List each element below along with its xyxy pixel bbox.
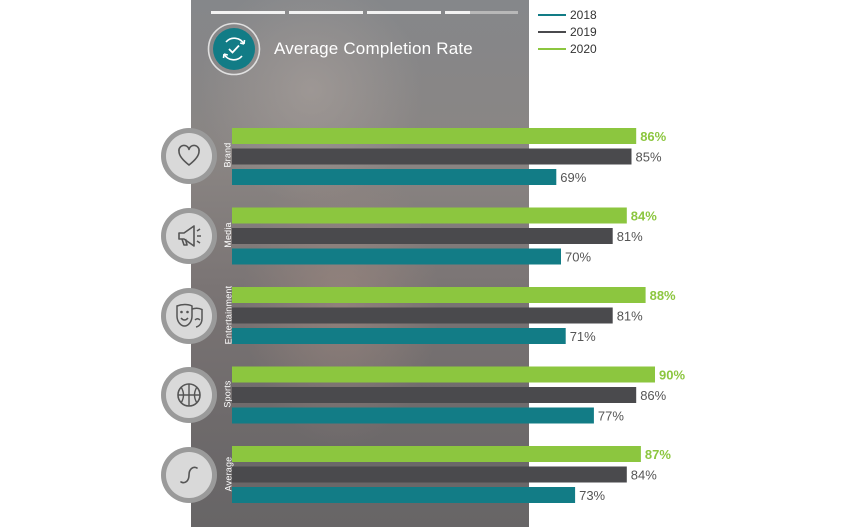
bar-2019-brand (232, 148, 632, 165)
data-label-2018-sports: 77% (598, 409, 624, 424)
legend-swatch-2018 (538, 13, 566, 16)
data-label-2019-entertainment: 81% (617, 309, 643, 324)
data-label-2020-media: 84% (631, 209, 657, 224)
progress-segment (211, 11, 285, 14)
data-label-2020-sports: 90% (659, 368, 685, 383)
legend-item-2019: 2019 (538, 23, 597, 40)
legend: 2018 2019 2020 (538, 6, 597, 57)
bar-2018-media (232, 248, 561, 265)
heart-icon (161, 128, 217, 184)
bar-2020-media (232, 207, 627, 224)
bar-2018-sports (232, 407, 594, 424)
legend-swatch-2019 (538, 30, 566, 33)
refresh-check-icon (207, 22, 261, 76)
data-label-2020-entertainment: 88% (650, 288, 676, 303)
progress-segment (289, 11, 363, 14)
bar-2018-brand (232, 169, 557, 185)
bar-2018-average (232, 487, 576, 503)
bar-2019-media (232, 228, 613, 244)
theater-masks-icon (161, 288, 217, 344)
megaphone-icon (161, 208, 217, 264)
bar-2020-entertainment (232, 287, 646, 303)
data-label-2019-average: 84% (631, 468, 657, 483)
data-label-2018-brand: 69% (560, 170, 586, 185)
progress-segment (445, 11, 470, 14)
data-label-2020-brand: 86% (640, 129, 666, 144)
progress-segment (367, 11, 441, 14)
legend-label-2020: 2020 (570, 41, 597, 56)
basketball-icon (161, 367, 217, 423)
bar-2019-average (232, 466, 627, 483)
data-label-2018-media: 70% (565, 250, 591, 265)
bar-2018-entertainment (232, 328, 566, 344)
legend-item-2020: 2020 (538, 40, 597, 57)
legend-swatch-2020 (538, 47, 566, 50)
data-label-2020-average: 87% (645, 447, 671, 462)
progress-segment-remaining (470, 11, 518, 14)
bar-2020-brand (232, 128, 637, 144)
data-label-2019-sports: 86% (640, 388, 666, 403)
wave-icon (161, 447, 217, 503)
data-label-2019-brand: 85% (636, 150, 662, 165)
bar-2019-entertainment (232, 307, 613, 324)
chart-title: Average Completion Rate (274, 39, 473, 58)
legend-label-2019: 2019 (570, 24, 597, 39)
data-label-2019-media: 81% (617, 229, 643, 244)
bar-2020-average (232, 446, 641, 462)
data-label-2018-entertainment: 71% (570, 329, 596, 344)
bar-2020-sports (232, 366, 655, 383)
legend-item-2018: 2018 (538, 6, 597, 23)
legend-label-2018: 2018 (570, 7, 597, 22)
data-label-2018-average: 73% (579, 488, 605, 503)
bar-2019-sports (232, 387, 637, 403)
